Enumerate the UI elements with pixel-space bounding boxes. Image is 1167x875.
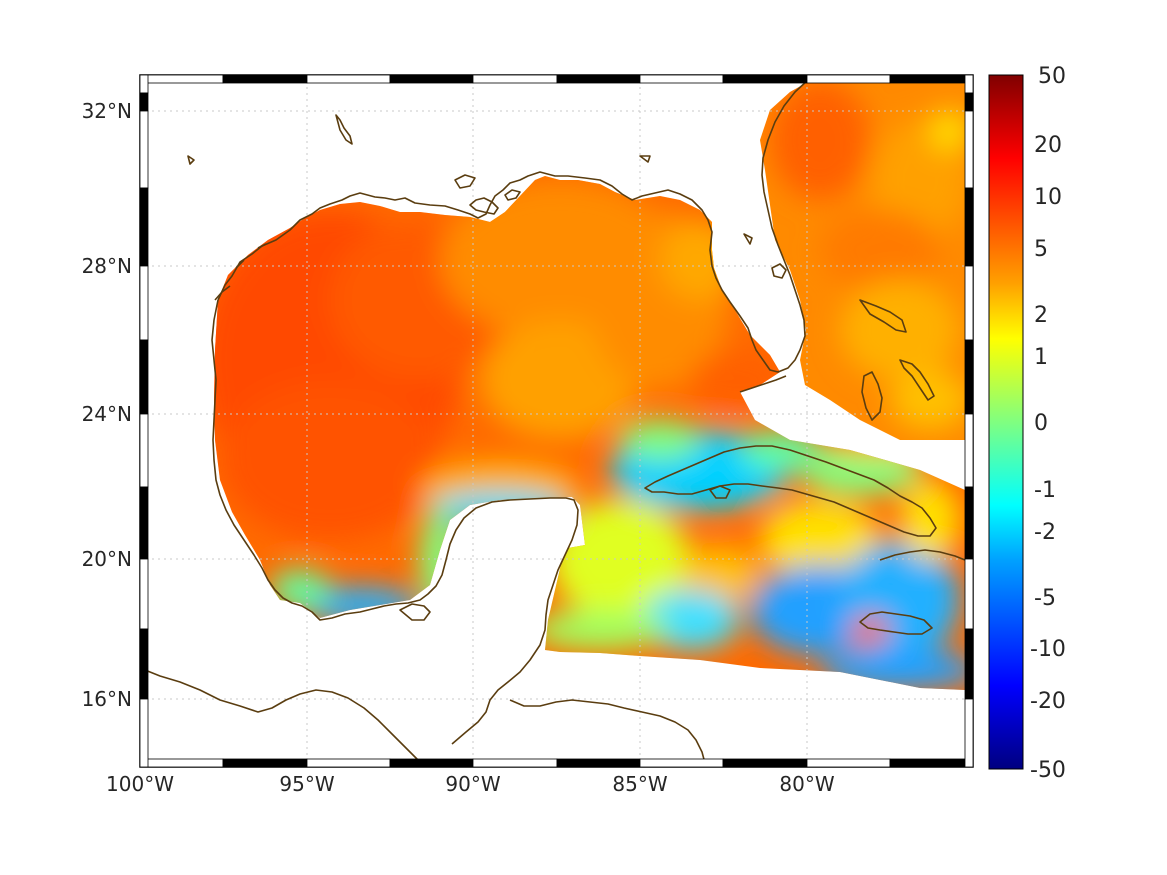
x-tick-label: 95°W <box>279 772 334 796</box>
coastline-inland-lake-1 <box>335 114 353 145</box>
frame-segment <box>964 413 974 488</box>
frame-segment <box>139 413 149 488</box>
coastline-cuba <box>644 445 937 537</box>
coastline-florida-keys <box>739 375 787 393</box>
colorbar-label: -20 <box>1030 689 1066 714</box>
frame-segment <box>139 558 149 630</box>
colorbar-labels: 50 20 10 5 2 1 0 -1 -2 -5 -10 -20 -50 <box>1030 64 1066 783</box>
y-tick-label: 24°N <box>82 402 132 426</box>
frame-segment <box>964 265 974 341</box>
coastline-abaco <box>859 299 907 333</box>
frame-segment <box>139 758 224 768</box>
colorbar: 50 20 10 5 2 1 0 -1 -2 -5 -10 -20 -50 <box>988 64 1066 783</box>
frame-segment <box>389 758 474 768</box>
frame-segment <box>889 74 974 84</box>
frame-segment <box>964 187 974 267</box>
frame-segment <box>139 339 149 415</box>
y-tick-label: 28°N <box>82 254 132 278</box>
y-tick-label: 20°N <box>82 547 132 571</box>
x-tick-label: 80°W <box>779 772 834 796</box>
frame-segment <box>639 74 724 84</box>
colorbar-label: 10 <box>1034 185 1062 210</box>
colorbar-label: 20 <box>1034 133 1062 158</box>
frame-segment <box>222 758 308 768</box>
coastline-louisiana-marsh <box>469 189 521 215</box>
coastline-andros <box>861 371 883 421</box>
frame-segment <box>222 74 308 84</box>
coastline-mobile-bay <box>454 174 476 189</box>
coastline-hispaniola <box>879 549 966 561</box>
coastline-eleuthera <box>899 359 935 401</box>
coastline-honduras <box>509 699 707 767</box>
frame-segment <box>139 628 149 700</box>
frame-segment <box>806 758 891 768</box>
y-axis-labels: 32°N 28°N 24°N 20°N 16°N <box>82 99 132 711</box>
colorbar-label: 0 <box>1034 411 1048 436</box>
frame-segment <box>964 92 974 112</box>
y-tick-label: 16°N <box>82 687 132 711</box>
colorbar-label: 2 <box>1034 303 1048 328</box>
frame-segment <box>139 486 149 560</box>
x-axis-labels: 100°W 95°W 90°W 85°W 80°W <box>106 772 835 796</box>
frame-segment <box>139 110 149 189</box>
y-tick-label: 32°N <box>82 99 132 123</box>
frame-segment <box>389 74 474 84</box>
frame-segment <box>964 486 974 560</box>
coastline-texas-bays <box>214 243 267 301</box>
colorbar-label: 5 <box>1034 237 1048 262</box>
map-frame <box>139 74 974 768</box>
anomaly-field-atlantic <box>760 78 965 440</box>
frame-segment <box>306 74 391 84</box>
x-tick-label: 90°W <box>445 772 500 796</box>
colorbar-label: -5 <box>1034 586 1056 611</box>
frame-segment <box>472 74 558 84</box>
x-tick-label: 100°W <box>106 772 174 796</box>
frame-segment <box>306 758 391 768</box>
frame-segment <box>964 698 974 768</box>
colorbar-label: 1 <box>1034 345 1048 370</box>
frame-segment <box>964 339 974 415</box>
colorbar-label: -10 <box>1030 637 1066 662</box>
frame-segment <box>806 74 891 84</box>
coastlines <box>140 75 966 767</box>
coastline-isla-de-la-juventud <box>709 485 731 499</box>
frame-segment <box>964 628 974 700</box>
frame-segment <box>139 265 149 341</box>
colorbar-label: -50 <box>1030 758 1066 783</box>
frame-segment <box>722 758 808 768</box>
frame-segment <box>964 74 974 94</box>
frame-segment <box>139 698 149 768</box>
colorbar-label: -2 <box>1034 520 1056 545</box>
frame-segment <box>139 187 149 267</box>
coastline-inland-lake-3 <box>639 155 651 163</box>
coastline-yucatan-lagoon <box>399 603 431 621</box>
frame-segment <box>964 558 974 630</box>
colorbar-label: 50 <box>1038 64 1066 89</box>
coastline-lake-okeechobee <box>771 263 787 279</box>
frame-segment <box>964 110 974 189</box>
frame-segment <box>722 74 808 84</box>
frame-segment <box>556 758 641 768</box>
coastline-jamaica <box>859 611 933 635</box>
coastline-gulf <box>217 75 819 373</box>
frame-segment <box>556 74 641 84</box>
map-grid <box>140 75 973 767</box>
colorbar-gradient <box>988 74 1024 770</box>
frame-segment <box>139 74 149 94</box>
frame-segment <box>889 758 974 768</box>
coastline-mexico <box>211 299 579 745</box>
x-tick-label: 85°W <box>612 772 667 796</box>
coastline-inland-lake-2 <box>187 155 195 165</box>
coastline-inland-lake-4 <box>743 233 753 245</box>
frame-segment <box>139 74 224 84</box>
colorbar-label: -1 <box>1034 478 1056 503</box>
coastline-central-america <box>140 667 429 767</box>
frame-segment <box>639 758 724 768</box>
frame-segment <box>139 92 149 112</box>
frame-segment <box>472 758 558 768</box>
